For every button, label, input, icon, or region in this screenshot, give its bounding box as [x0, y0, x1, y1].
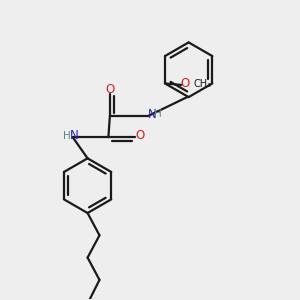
Text: O: O — [105, 82, 115, 96]
Text: CH₃: CH₃ — [194, 79, 212, 89]
Text: H: H — [64, 131, 71, 141]
Text: O: O — [181, 77, 190, 90]
Text: N: N — [70, 129, 79, 142]
Text: O: O — [135, 129, 144, 142]
Text: H: H — [154, 109, 162, 119]
Text: N: N — [148, 108, 157, 121]
